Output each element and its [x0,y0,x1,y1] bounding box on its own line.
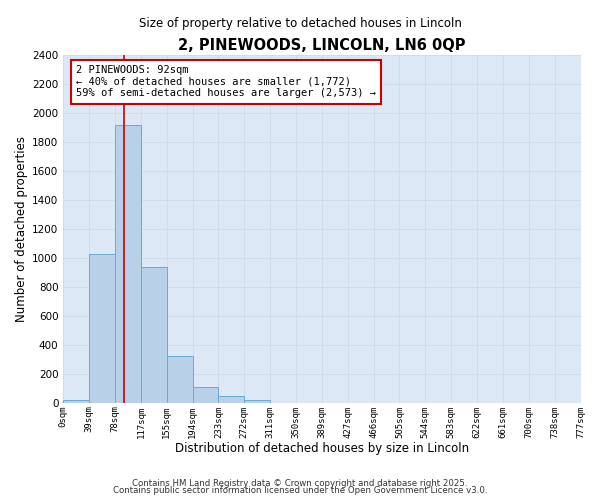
Bar [115,124,141,403]
Bar [218,396,244,403]
Bar [193,387,218,403]
Bar [63,400,89,403]
Bar [244,400,270,403]
Text: 2 PINEWOODS: 92sqm
← 40% of detached houses are smaller (1,772)
59% of semi-deta: 2 PINEWOODS: 92sqm ← 40% of detached hou… [76,65,376,98]
Text: Size of property relative to detached houses in Lincoln: Size of property relative to detached ho… [139,18,461,30]
X-axis label: Distribution of detached houses by size in Lincoln: Distribution of detached houses by size … [175,442,469,455]
Title: 2, PINEWOODS, LINCOLN, LN6 0QP: 2, PINEWOODS, LINCOLN, LN6 0QP [178,38,466,52]
Y-axis label: Number of detached properties: Number of detached properties [15,136,28,322]
Text: Contains public sector information licensed under the Open Government Licence v3: Contains public sector information licen… [113,486,487,495]
Text: Contains HM Land Registry data © Crown copyright and database right 2025.: Contains HM Land Registry data © Crown c… [132,478,468,488]
Bar [89,254,115,403]
Bar [141,266,167,403]
Bar [167,356,193,403]
